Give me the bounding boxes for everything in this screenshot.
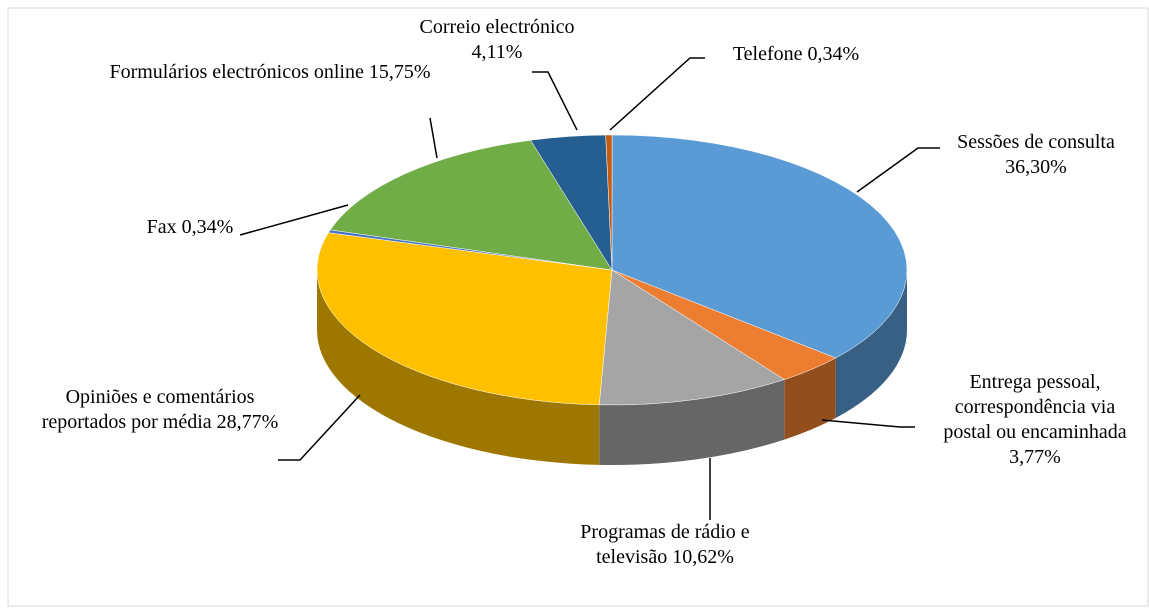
slice-side [784, 357, 836, 440]
slice [605, 134, 613, 271]
leader-line [609, 57, 705, 131]
slice [611, 134, 908, 359]
category-label: Correio electrónico [419, 16, 575, 38]
slice-side [317, 270, 600, 465]
value-label: 0,34% [181, 216, 234, 238]
value-label: 4,11% [471, 41, 523, 63]
data-label: Sessões de consulta 36,30% [925, 130, 1147, 180]
slice [316, 232, 613, 406]
category-label: Fax [146, 216, 177, 238]
data-label: Opiniões e comentários reportados por mé… [25, 385, 295, 435]
data-label: Correio electrónico 4,11% [397, 15, 597, 65]
leader-line [532, 71, 578, 131]
category-label: Formulários electrónicos online [109, 61, 364, 83]
slice-side [835, 270, 907, 418]
value-label: 0,34% [807, 43, 860, 65]
data-label: Telefone 0,34% [706, 42, 886, 67]
category-label: Sessões de consulta [957, 131, 1115, 153]
category-label: Programas de rádio e televisão [580, 521, 750, 568]
leader-line [856, 147, 940, 193]
category-label: Telefone [732, 43, 803, 65]
leader-line [239, 204, 349, 236]
value-label: 15,75% [368, 61, 431, 83]
data-label: Fax 0,34% [125, 215, 255, 240]
category-label: Opiniões e comentários reportados por mé… [41, 386, 255, 433]
leader-line [821, 419, 915, 428]
slice [329, 139, 613, 271]
pie [316, 134, 908, 465]
leader-line [278, 394, 361, 461]
slice-side [599, 379, 785, 465]
data-label: Formulários electrónicos online 15,75% [95, 60, 445, 85]
category-label: Entrega pessoal, correspondência via pos… [943, 371, 1127, 443]
data-label: Programas de rádio e televisão 10,62% [545, 520, 785, 570]
value-label: 36,30% [1005, 156, 1067, 178]
slice [598, 269, 785, 406]
leader-line [429, 117, 438, 159]
data-label: Entrega pessoal, correspondência via pos… [930, 370, 1140, 470]
value-label: 28,77% [216, 411, 279, 433]
value-label: 3,77% [1009, 446, 1061, 468]
value-label: 10,62% [672, 546, 734, 568]
